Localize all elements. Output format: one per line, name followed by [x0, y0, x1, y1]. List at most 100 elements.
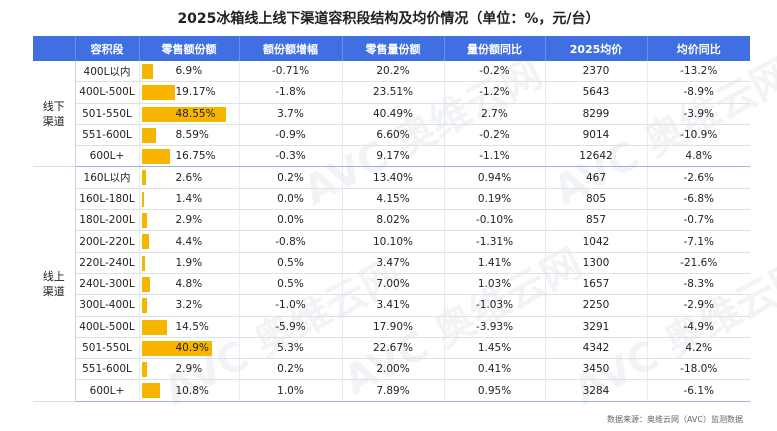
segment-cell: 160L以内 [75, 166, 140, 189]
table-row: 551-600L 8.59% -0.9% 6.60% -0.2% 9014 -10.9% [33, 124, 750, 147]
avg-price-cell: 3291 [545, 316, 648, 338]
avg-price-cell: 3450 [545, 358, 648, 381]
volume-share-cell: 2.00% [342, 358, 445, 381]
sales-share-cell: 2.9% [139, 358, 240, 381]
sales-share-bar [141, 149, 171, 165]
price-yoy-cell: -8.9% [647, 81, 750, 104]
volume-yoy-cell: -1.31% [444, 230, 546, 253]
sales-share-cell: 4.8% [139, 273, 240, 296]
sales-share-value: 2.9% [175, 214, 203, 227]
share-change-cell: 0.2% [239, 166, 343, 189]
segment-cell: 160L-180L [75, 188, 140, 211]
segment-cell: 501-550L [75, 103, 140, 125]
sales-share-cell: 4.4% [139, 230, 240, 253]
sales-share-value: 1.9% [175, 256, 203, 269]
sales-share-cell: 1.4% [139, 188, 240, 211]
volume-yoy-cell: 0.19% [444, 188, 546, 211]
share-change-cell: 0.5% [239, 273, 343, 296]
sales-share-cell: 1.9% [139, 252, 240, 274]
price-yoy-cell: -6.8% [647, 188, 750, 211]
avg-price-cell: 8299 [545, 103, 648, 125]
sales-share-value: 2.9% [175, 363, 203, 376]
segment-cell: 400L-500L [75, 316, 140, 338]
sales-share-bar [141, 276, 150, 292]
sales-share-bar [141, 64, 154, 79]
sales-share-value: 6.9% [175, 65, 203, 78]
share-change-cell: 0.0% [239, 209, 343, 232]
volume-share-cell: 17.90% [342, 316, 445, 338]
table-row: 600L+ 16.75% -0.3% 9.17% -1.1% 12642 4.8% [33, 145, 750, 168]
table-row: 240L-300L 4.8% 0.5% 7.00% 1.03% 1657 -8.3% [33, 273, 750, 296]
segment-cell: 600L+ [75, 379, 140, 402]
table-row: 400L-500L 14.5% -5.9% 17.90% -3.93% 3291 -4.9% [33, 316, 750, 338]
sales-share-value: 16.75% [175, 150, 216, 163]
sales-share-bar [141, 362, 147, 378]
table-row: 600L+ 10.8% 1.0% 7.89% 0.95% 3284 -6.1% [33, 379, 750, 402]
volume-share-cell: 10.10% [342, 230, 445, 253]
chart-title: 2025冰箱线上线下渠道容积段结构及均价情况（单位：%，元/台） [177, 11, 600, 27]
avg-price-cell: 1300 [545, 252, 648, 274]
source-footnote: 数据来源：奥维云网（AVC）监测数据 [606, 415, 743, 424]
price-yoy-cell: -7.1% [647, 230, 750, 253]
table-row: 160L-180L 1.4% 0.0% 4.15% 0.19% 805 -6.8% [33, 188, 750, 211]
avg-price-cell: 857 [545, 209, 648, 232]
avg-price-cell: 4342 [545, 337, 648, 360]
sales-share-value: 10.8% [175, 384, 209, 397]
volume-share-cell: 3.47% [342, 252, 445, 274]
share-change-cell: -0.3% [239, 145, 343, 168]
segment-cell: 501-550L [75, 337, 140, 360]
header-sales-share: 零售额份额 [139, 36, 240, 61]
sales-share-cell: 10.8% [139, 379, 240, 402]
sales-share-value: 40.9% [175, 342, 209, 354]
segment-cell: 400L-500L [75, 81, 140, 104]
price-yoy-cell: -0.7% [647, 209, 750, 232]
volume-share-cell: 9.17% [342, 145, 445, 168]
sales-share-cell: 16.75% [139, 145, 240, 168]
volume-share-cell: 7.00% [342, 273, 445, 296]
share-change-cell: -1.8% [239, 81, 343, 104]
sales-share-bar [141, 319, 167, 335]
volume-yoy-cell: -1.1% [444, 145, 546, 168]
volume-share-cell: 22.67% [342, 337, 445, 360]
price-yoy-cell: -4.9% [647, 316, 750, 338]
header-channel [33, 36, 76, 61]
volume-share-cell: 20.2% [342, 61, 445, 83]
avg-price-cell: 467 [545, 166, 648, 189]
volume-yoy-cell: 0.41% [444, 358, 546, 381]
share-change-cell: 5.3% [239, 337, 343, 360]
avg-price-cell: 12642 [545, 145, 648, 168]
sales-share-cell: 3.2% [139, 294, 240, 317]
segment-cell: 400L以内 [75, 61, 140, 83]
sales-share-cell: 48.55% [139, 103, 240, 125]
volume-yoy-cell: -1.2% [444, 81, 546, 104]
data-table: 容积段 零售额份额 额份额增幅 零售量份额 量份额同比 2025均价 均价同比 … [33, 36, 750, 402]
sales-share-cell: 40.9% [139, 337, 240, 360]
price-yoy-cell: -2.6% [647, 166, 750, 189]
volume-share-cell: 6.60% [342, 124, 445, 147]
table-row: 300L-400L 3.2% -1.0% 3.41% -1.03% 2250 -2.9% [33, 294, 750, 317]
share-change-cell: 0.0% [239, 188, 343, 211]
sales-share-value: 1.4% [175, 192, 203, 205]
price-yoy-cell: -13.2% [647, 61, 750, 83]
sales-share-cell: 19.17% [139, 81, 240, 104]
share-change-cell: 0.5% [239, 252, 343, 274]
segment-cell: 240L-300L [75, 273, 140, 296]
share-change-cell: 1.0% [239, 379, 343, 402]
volume-yoy-cell: -0.2% [444, 124, 546, 147]
volume-yoy-cell: -1.03% [444, 294, 546, 317]
share-change-cell: -0.71% [239, 61, 343, 83]
sales-share-value: 4.4% [175, 235, 203, 248]
sales-share-value: 14.5% [175, 320, 209, 333]
segment-cell: 551-600L [75, 124, 140, 147]
sales-share-bar [141, 255, 145, 271]
volume-share-cell: 23.51% [342, 81, 445, 104]
sales-share-cell: 6.9% [139, 61, 240, 83]
avg-price-cell: 3284 [545, 379, 648, 402]
header-avg-price: 2025均价 [545, 36, 648, 61]
sales-share-value: 3.2% [175, 299, 203, 312]
header-price-yoy: 均价同比 [647, 36, 750, 61]
header-row: 容积段 零售额份额 额份额增幅 零售量份额 量份额同比 2025均价 均价同比 [33, 36, 750, 61]
price-yoy-cell: 4.8% [647, 145, 750, 168]
share-change-cell: -5.9% [239, 316, 343, 338]
avg-price-cell: 9014 [545, 124, 648, 147]
